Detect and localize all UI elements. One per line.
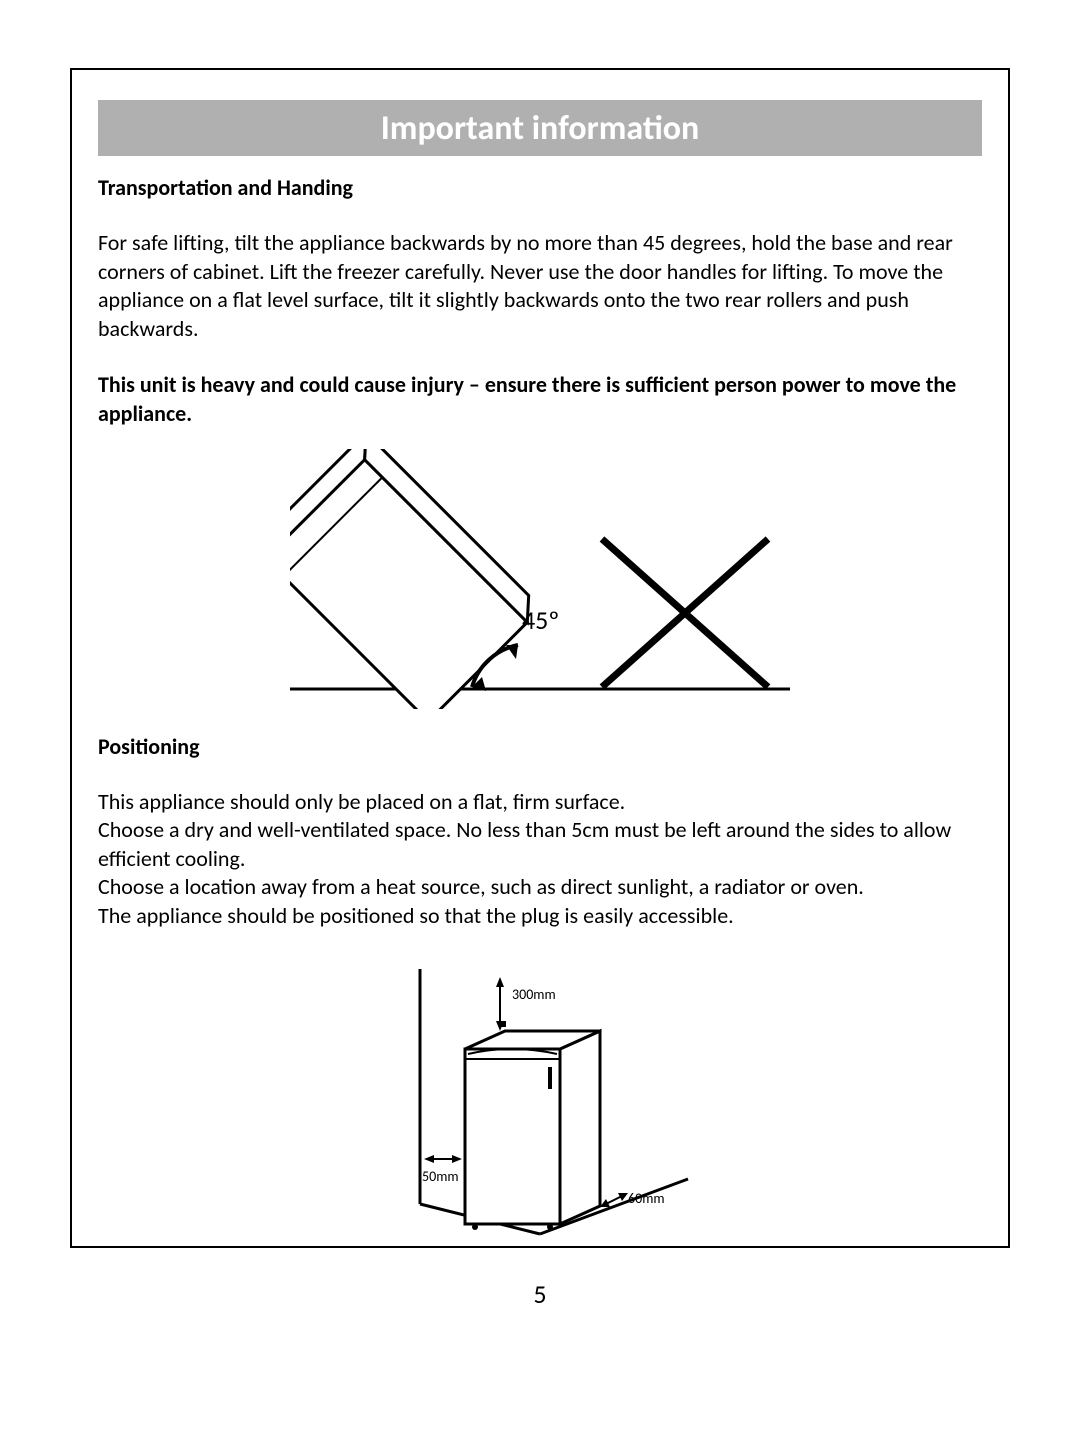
page-number: 5 (0, 1278, 1080, 1310)
clearance-diagram-container: 300mm 50mm 60mm (98, 959, 982, 1239)
left-clearance-label: 50mm (422, 1168, 459, 1185)
title-banner: Important information (98, 100, 982, 156)
transport-paragraph: For safe lifting, tilt the appliance bac… (98, 229, 982, 343)
clearance-diagram: 300mm 50mm 60mm (390, 959, 690, 1239)
angle-label: 45º (522, 604, 559, 636)
positioning-paragraph: This appliance should only be placed on … (98, 788, 982, 931)
right-clearance-label: 60mm (628, 1190, 665, 1207)
top-clearance-label: 300mm (512, 986, 556, 1003)
transport-heading: Transportation and Handing (98, 174, 982, 201)
page-border: Important information Transportation and… (70, 68, 1010, 1248)
positioning-heading: Positioning (98, 733, 982, 760)
tilt-diagram: 45º (290, 449, 790, 709)
tilt-diagram-container: 45º (98, 449, 982, 709)
page-title: Important information (381, 108, 700, 149)
transport-warning: This unit is heavy and could cause injur… (98, 371, 982, 428)
